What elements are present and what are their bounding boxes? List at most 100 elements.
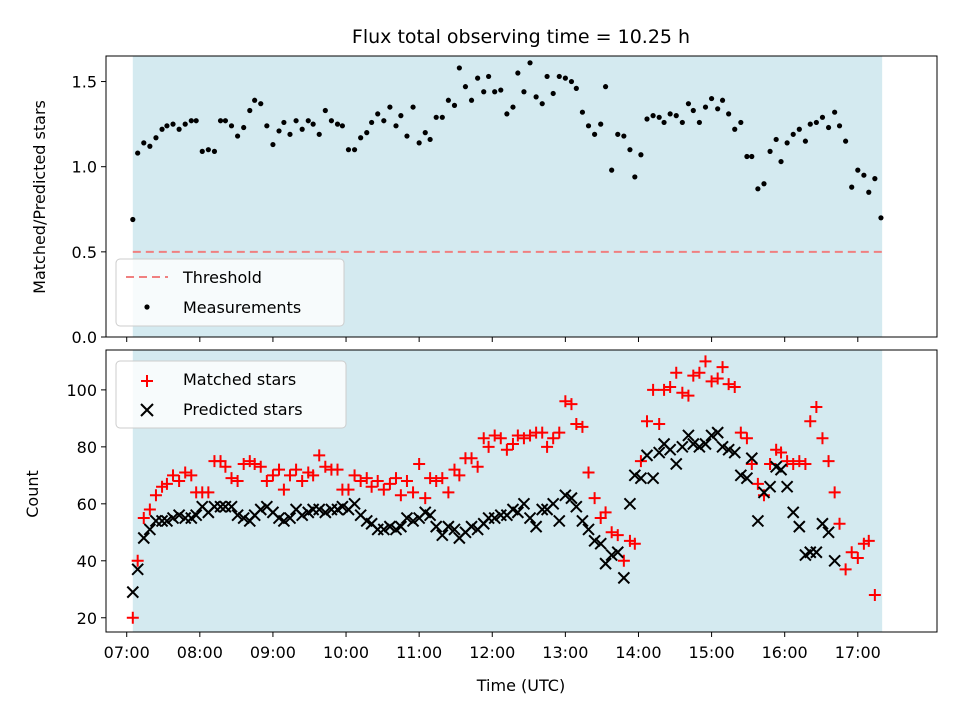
matched-star-point <box>670 366 683 379</box>
top-y-tick-label: 1.5 <box>72 73 97 92</box>
predicted-star-point <box>565 491 578 505</box>
matched-star-point <box>722 378 735 391</box>
measurement-point <box>773 136 779 143</box>
measurement-point <box>276 128 282 134</box>
measurement-point <box>504 111 510 117</box>
predicted-star-point <box>816 517 829 530</box>
measurement-point <box>749 153 755 160</box>
measurement-point <box>819 114 826 120</box>
matched-star-point <box>494 432 507 445</box>
matched-star-point <box>313 449 326 462</box>
predicted-star-point <box>511 506 525 519</box>
measurement-point <box>445 97 451 103</box>
matched-star-point <box>477 432 490 445</box>
matched-star-point <box>833 517 846 530</box>
predicted-star-point <box>734 469 748 482</box>
top-legend[interactable]: Threshold Measurements <box>115 258 345 327</box>
measurement-point <box>702 104 709 110</box>
predicted-star-point <box>488 511 501 525</box>
matched-star-point <box>687 369 700 382</box>
matched-star-point <box>319 460 332 473</box>
measurement-point <box>579 109 586 115</box>
predicted-star-point <box>313 503 326 516</box>
measurement-point <box>807 121 813 127</box>
predicted-star-point <box>699 437 712 451</box>
predicted-star-point <box>663 443 677 456</box>
measurement-point <box>468 97 475 103</box>
predicted-star-point <box>693 440 706 454</box>
matched-star-point <box>331 463 344 476</box>
predicted-star-point <box>394 520 408 533</box>
measurement-point <box>328 118 335 124</box>
matched-star-point <box>506 438 519 450</box>
predicted-star-point <box>225 500 238 513</box>
predicted-star-point <box>582 523 595 536</box>
predicted-star-point <box>623 497 637 511</box>
measurement-point <box>281 119 287 126</box>
measurement-point <box>878 215 884 221</box>
predicted-star-point <box>131 563 144 576</box>
top-y-tick-label: 0.5 <box>72 243 97 262</box>
measurement-point <box>486 73 492 80</box>
predicted-star-point <box>763 480 777 493</box>
measurement-point <box>761 181 767 187</box>
measurement-point <box>510 104 516 110</box>
matched-star-point <box>371 475 384 488</box>
predicted-star-point <box>740 471 754 485</box>
predicted-star-point <box>277 514 291 528</box>
predicted-star-point <box>442 520 455 533</box>
predicted-star-point <box>599 557 612 570</box>
matched-star-point <box>740 432 753 445</box>
predicted-star-point <box>214 500 227 513</box>
matched-star-point <box>442 486 455 499</box>
legend-measurements-label: Measurements <box>183 298 301 317</box>
matched-star-point <box>634 455 647 468</box>
matched-star-point <box>804 415 817 428</box>
matched-star-point <box>173 475 186 488</box>
predicted-star-point <box>295 509 309 522</box>
legend-threshold-label: Threshold <box>182 268 262 287</box>
matched-star-point <box>559 395 572 408</box>
measurement-point <box>621 133 627 139</box>
predicted-star-point <box>406 514 420 528</box>
measurement-point <box>416 140 422 146</box>
measurement-point <box>679 119 685 126</box>
predicted-star-point <box>254 503 267 516</box>
bottom-y-axis-label: Count <box>23 470 42 518</box>
predicted-star-point <box>383 520 397 533</box>
bottom-legend[interactable]: Matched stars Predicted stars <box>115 360 347 429</box>
matched-star-point <box>816 432 829 445</box>
measurement-point <box>650 113 656 119</box>
measurement-point <box>258 101 264 107</box>
matched-star-point <box>851 551 864 564</box>
measurement-point <box>550 90 556 97</box>
matched-star-point <box>283 469 296 482</box>
measurement-point <box>533 94 539 100</box>
measurement-point <box>305 118 311 124</box>
measurement-point <box>193 118 199 124</box>
measurement-point <box>339 123 345 129</box>
predicted-star-point <box>588 534 601 548</box>
measurement-point <box>802 138 809 144</box>
bottom-x-tick-label: 17:00 <box>835 643 881 662</box>
measurement-point <box>481 89 487 95</box>
matched-star-point <box>254 460 267 473</box>
predicted-star-point <box>793 520 806 533</box>
matched-star-point <box>647 383 660 396</box>
matched-star-point <box>202 486 215 499</box>
measurement-point <box>872 176 878 182</box>
matched-star-point <box>348 469 361 482</box>
measurement-point <box>498 87 504 93</box>
measurement-point <box>568 78 575 85</box>
bottom-y-tick-label: 80 <box>77 438 97 457</box>
predicted-star-point <box>605 548 618 562</box>
measurement-point <box>585 123 592 129</box>
matched-star-point <box>682 389 695 402</box>
predicted-star-point <box>237 511 250 525</box>
matched-star-point <box>419 492 432 505</box>
predicted-star-point <box>676 440 689 454</box>
matched-star-point <box>377 483 390 496</box>
predicted-star-point <box>137 531 150 545</box>
bottom-x-tick-label: 12:00 <box>469 643 515 662</box>
legend-predicted-label: Predicted stars <box>183 400 303 419</box>
